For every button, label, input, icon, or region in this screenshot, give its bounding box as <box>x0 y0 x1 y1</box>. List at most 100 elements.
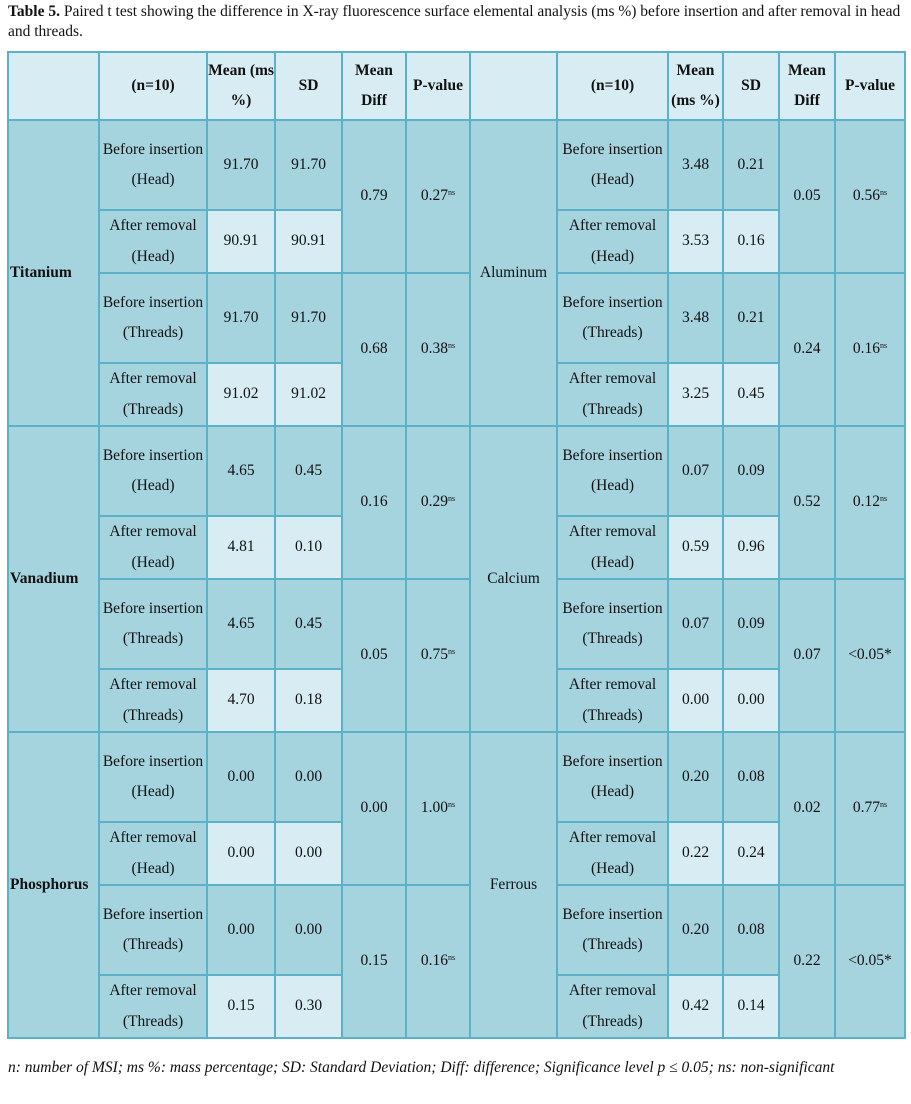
sd-value: 0.45 <box>274 425 343 517</box>
p-value: 1.00 <box>420 799 448 817</box>
p-value-cell: 0.27ns <box>405 119 471 274</box>
table-row: Before insertion (Threads) 4.65 0.45 0.05 0.… <box>8 578 906 733</box>
condition-label: Before insertion (Head) <box>98 119 208 211</box>
element-name-left: Vanadium <box>7 425 100 733</box>
header-mean-left: Mean (ms %) <box>206 51 276 121</box>
condition-label: After removal (Head) <box>556 821 669 886</box>
element-name-left: Phosphorus <box>7 731 100 1039</box>
condition-label: After removal (Head) <box>556 209 669 274</box>
mean-diff-value: 0.52 <box>778 425 836 580</box>
table-row: Titanium Before insertion (Head) 91.70 91.7… <box>7 119 906 427</box>
condition-label: Before insertion (Threads) <box>556 884 669 976</box>
mean-diff-value: 0.05 <box>778 119 836 274</box>
condition-label: Before insertion (Head) <box>556 119 669 211</box>
sd-value: 0.10 <box>274 515 343 580</box>
sd-value: 0.09 <box>722 578 780 670</box>
sd-value: 0.14 <box>722 974 780 1039</box>
p-value: 0.77 <box>852 799 880 817</box>
condition-label: After removal (Threads) <box>556 668 669 733</box>
mean-diff-value: 0.05 <box>341 578 407 733</box>
table-row: After removal (Threads) 91.02 91.02 After r… <box>8 362 905 427</box>
table-row: Vanadium Before insertion (Head) 4.65 0.45 0… <box>7 425 906 733</box>
table-row: Before insertion (Threads) 91.70 91.70 0.68… <box>8 272 906 427</box>
mean-value: 0.07 <box>667 578 724 670</box>
condition-label: Before insertion (Threads) <box>98 884 208 976</box>
sd-value: 0.21 <box>722 272 780 364</box>
mean-value: 0.00 <box>206 821 276 886</box>
table-row: After removal (Head) 0.00 0.00 After remova… <box>8 821 905 886</box>
sd-value: 0.24 <box>722 821 780 886</box>
sd-value: 0.00 <box>274 731 343 823</box>
sd-value: 0.00 <box>274 884 343 976</box>
mean-diff-value: 0.68 <box>341 272 407 427</box>
table-row: After removal (Head) 90.91 90.91 After remo… <box>8 209 905 274</box>
mean-value: 3.53 <box>667 209 724 274</box>
sd-value: 0.45 <box>722 362 780 427</box>
sd-value: 0.45 <box>274 578 343 670</box>
p-value-cell: 0.16ns <box>405 884 471 1039</box>
mean-value: 91.02 <box>206 362 276 427</box>
mean-diff-value: 0.15 <box>341 884 407 1039</box>
mean-diff-value: 0.00 <box>341 731 407 886</box>
condition-label: After removal (Head) <box>98 821 208 886</box>
condition-label: Before insertion (Threads) <box>556 578 669 670</box>
table-number: Table 5. <box>8 3 60 20</box>
p-value: 0.38 <box>420 340 448 358</box>
significance-mark: ns <box>448 341 456 351</box>
p-value: 0.16 <box>852 340 880 358</box>
header-mean-diff-right: Mean Diff <box>778 51 836 121</box>
mean-value: 3.48 <box>667 119 724 211</box>
mean-value: 3.25 <box>667 362 724 427</box>
header-sd-right: SD <box>722 51 780 121</box>
mean-value: 4.65 <box>206 425 276 517</box>
p-value: 0.29 <box>420 493 448 511</box>
condition-label: After removal (Head) <box>556 515 669 580</box>
p-value-cell: 0.75ns <box>405 578 471 733</box>
table-row: Phosphorus Before insertion (Head) 0.00 0.0… <box>7 731 906 1039</box>
mean-value: 0.42 <box>667 974 724 1039</box>
header-p-value-right: P-value <box>834 51 906 121</box>
p-value: 0.27 <box>420 187 448 205</box>
p-value-cell: <0.05* <box>834 578 906 733</box>
sd-value: 0.30 <box>274 974 343 1039</box>
mean-value: 0.00 <box>206 884 276 976</box>
condition-label: Before insertion (Threads) <box>98 578 208 670</box>
condition-label: After removal (Head) <box>98 209 208 274</box>
significance-mark: ns <box>448 188 456 198</box>
sd-value: 0.00 <box>274 821 343 886</box>
sd-value: 0.08 <box>722 884 780 976</box>
significance-mark: ns <box>880 800 888 810</box>
significance-mark: ns <box>448 800 456 810</box>
p-value-cell: 1.00ns <box>405 731 471 886</box>
sd-value: 0.09 <box>722 425 780 517</box>
condition-label: Before insertion (Threads) <box>98 272 208 364</box>
mean-value: 0.59 <box>667 515 724 580</box>
mean-value: 0.00 <box>206 731 276 823</box>
mean-value: 0.22 <box>667 821 724 886</box>
sd-value: 90.91 <box>274 209 343 274</box>
condition-label: After removal (Head) <box>98 515 208 580</box>
mean-diff-value: 0.24 <box>778 272 836 427</box>
element-name-right: Aluminum <box>469 119 558 427</box>
condition-label: After removal (Threads) <box>556 362 669 427</box>
header-mean-right: Mean (ms %) <box>667 51 724 121</box>
table-caption: Table 5. Paired t test showing the diffe… <box>8 2 906 42</box>
significance-mark: ns <box>448 647 456 657</box>
mean-value: 4.70 <box>206 668 276 733</box>
mean-value: 90.91 <box>206 209 276 274</box>
mean-diff-value: 0.16 <box>341 425 407 580</box>
p-value: <0.05* <box>848 952 892 970</box>
sd-value: 0.21 <box>722 119 780 211</box>
header-n-right: (n=10) <box>556 51 669 121</box>
results-table: (n=10) Mean (ms %) SD Mean Diff P-value … <box>7 51 906 1039</box>
p-value: 0.56 <box>852 187 880 205</box>
mean-diff-value: 0.22 <box>778 884 836 1039</box>
table-row: After removal (Head) 4.81 0.10 After remova… <box>8 515 905 580</box>
p-value-cell: 0.29ns <box>405 425 471 580</box>
p-value-cell: <0.05* <box>834 884 906 1039</box>
mean-diff-value: 0.07 <box>778 578 836 733</box>
p-value-cell: 0.12ns <box>834 425 906 580</box>
condition-label: Before insertion (Head) <box>98 425 208 517</box>
table-title: Paired t test showing the difference in … <box>8 3 901 40</box>
header-row: (n=10) Mean (ms %) SD Mean Diff P-value … <box>7 51 906 121</box>
